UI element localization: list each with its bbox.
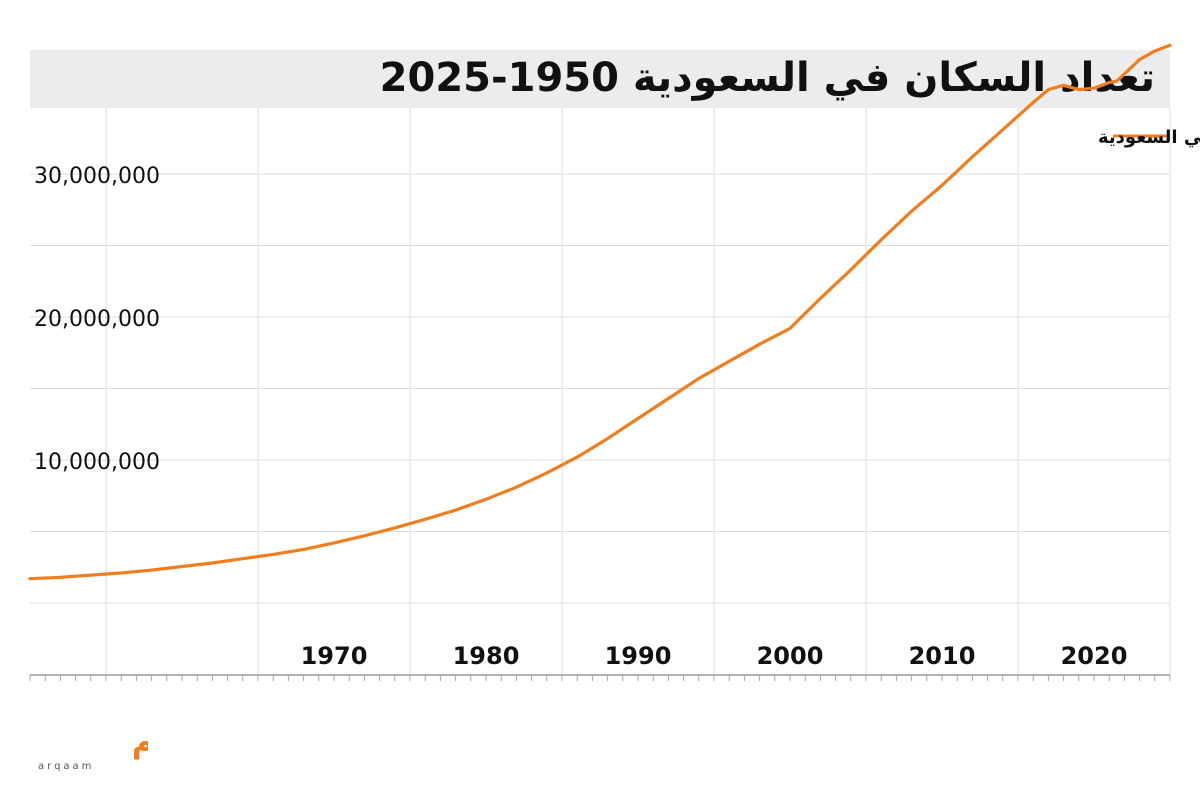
series-layer [28,43,1172,581]
label-layer: 1970 1980 1990 2000 2010 2020 10,000,000 20,000… [34,164,1127,670]
x-tick-label: 2000 [757,642,824,670]
x-tick-label: 1990 [605,642,672,670]
arqaam-logo: أرقــام arqaam [28,722,148,772]
y-tick-label: 20,000,000 [34,307,160,332]
axis-layer [29,674,1171,681]
y-tick-label: 30,000,000 [34,164,160,189]
title-bar: تعداد السكان في السعودية 1950-2025 [30,50,1170,108]
legend: تعداد السكان في السعودية [1098,127,1200,148]
logo-text: أرقــام [132,722,148,760]
grid-layer [30,108,1171,675]
series-line [28,43,1172,581]
x-tick-label: 2020 [1061,642,1128,670]
legend-label: تعداد السكان في السعودية [1098,127,1200,148]
x-tick-label: 1970 [301,642,368,670]
x-tick-label: 1980 [453,642,520,670]
chart-title: تعداد السكان في السعودية 1950-2025 [379,55,1155,101]
logo-graphic: أرقــام arqaam [38,722,148,772]
y-tick-label: 10,000,000 [34,450,160,475]
x-tick-label: 2010 [909,642,976,670]
logo-subtext: arqaam [38,761,94,772]
